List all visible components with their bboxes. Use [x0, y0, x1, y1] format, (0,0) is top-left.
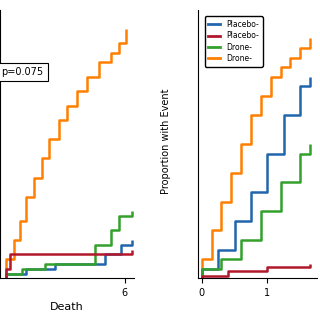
Legend: Placebo-, Placebo-, Drone-, Drone-: Placebo-, Placebo-, Drone-, Drone-: [204, 16, 262, 67]
Text: p=0.075: p=0.075: [2, 67, 44, 77]
Text: Death: Death: [50, 302, 84, 312]
Text: Proportion with Event: Proportion with Event: [161, 88, 172, 194]
